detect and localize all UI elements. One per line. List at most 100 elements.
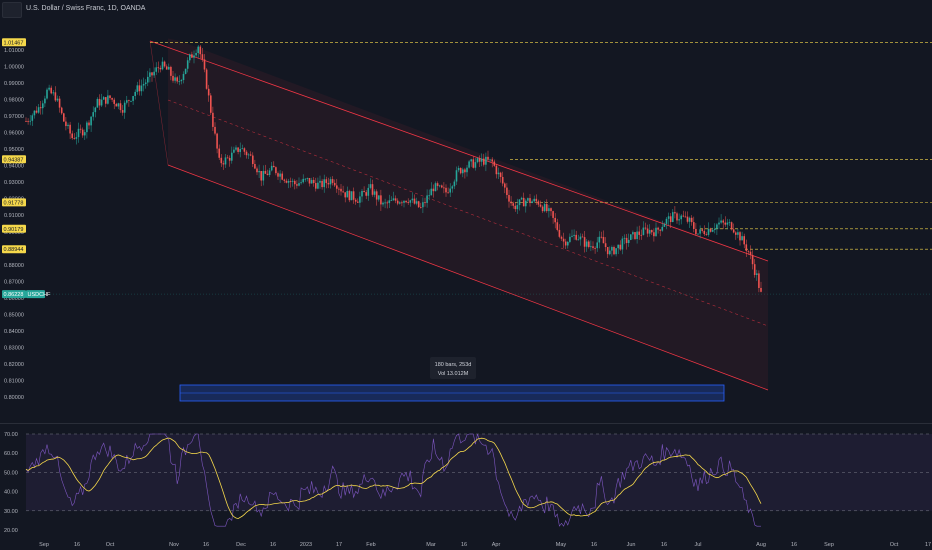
- candle-body: [113, 99, 115, 104]
- candle-body: [172, 75, 174, 81]
- candle-body: [25, 121, 27, 122]
- candle-body: [634, 232, 636, 239]
- candle-body: [312, 179, 315, 184]
- candle-body: [224, 157, 227, 165]
- candle-body: [231, 152, 233, 161]
- candle-body: [627, 239, 630, 244]
- candle-body: [464, 169, 466, 173]
- candle-body: [149, 72, 151, 77]
- x-tick-label: Sep: [39, 542, 49, 548]
- candle-body: [79, 128, 82, 130]
- candle-body: [384, 202, 386, 204]
- candle-body: [539, 204, 542, 207]
- candle-body: [180, 80, 183, 82]
- candle-body: [361, 190, 363, 197]
- candle-body: [478, 158, 481, 162]
- candle-body: [579, 236, 582, 240]
- candle-body: [663, 223, 666, 227]
- price-tick-label: 0.83000: [4, 345, 24, 351]
- candle-body: [529, 198, 531, 204]
- candle-body: [716, 224, 718, 229]
- candle-body: [378, 195, 380, 200]
- candle-body: [189, 54, 191, 61]
- candle-body: [258, 170, 260, 173]
- candle-body: [749, 251, 752, 256]
- candle-body: [541, 206, 544, 212]
- candle-body: [651, 230, 653, 233]
- candle-body: [747, 250, 750, 252]
- candle-body: [676, 213, 678, 221]
- candle-body: [333, 182, 336, 186]
- candle-body: [640, 234, 643, 236]
- candle-body: [58, 98, 61, 108]
- candle-body: [193, 55, 195, 58]
- candle-body: [163, 61, 166, 67]
- candle-body: [239, 149, 241, 152]
- candle-body: [294, 180, 296, 185]
- price-tick-label: 0.82000: [4, 362, 24, 368]
- candle-body: [161, 61, 164, 70]
- candle-body: [245, 151, 248, 156]
- candle-body: [758, 273, 760, 288]
- candle-body: [720, 220, 722, 223]
- price-tick-label: 0.93000: [4, 180, 24, 186]
- rsi-tick-label: 20.00: [4, 528, 18, 534]
- candle-body: [648, 230, 651, 234]
- candle-body: [65, 121, 67, 127]
- level-price-tag-label: 0.88944: [4, 247, 24, 253]
- candle-body: [753, 264, 756, 275]
- candle-body: [56, 98, 59, 101]
- candle-body: [573, 234, 575, 236]
- candle-body: [596, 242, 598, 249]
- candle-body: [562, 238, 565, 242]
- candle-body: [138, 85, 141, 92]
- candle-body: [46, 89, 48, 99]
- candle-body: [123, 102, 126, 113]
- level-price-tag: [2, 198, 26, 207]
- x-tick-label: 17: [336, 542, 342, 548]
- candle-body: [592, 246, 594, 249]
- candle-body: [281, 173, 283, 180]
- candle-body: [235, 147, 237, 150]
- candle-body: [611, 246, 613, 251]
- candle-body: [176, 77, 178, 82]
- candle-body: [287, 180, 290, 183]
- candle-body: [636, 231, 638, 239]
- candle-body: [178, 81, 181, 82]
- candle-body: [277, 173, 279, 177]
- candle-body: [117, 103, 120, 107]
- candle-body: [724, 222, 727, 225]
- candle-body: [67, 124, 69, 127]
- candle-body: [480, 158, 483, 162]
- candle-body: [382, 202, 384, 205]
- candle-body: [266, 173, 269, 175]
- candle-body: [711, 229, 714, 232]
- candle-body: [514, 205, 517, 210]
- candle-body: [554, 217, 556, 223]
- candle-body: [218, 148, 220, 158]
- candle-body: [275, 167, 277, 174]
- candle-body: [533, 198, 535, 202]
- candle-body: [344, 192, 346, 198]
- candle-body: [348, 190, 351, 201]
- candle-body: [445, 187, 447, 193]
- candle-body: [119, 103, 122, 111]
- candle-body: [430, 188, 433, 196]
- candle-body: [489, 159, 491, 161]
- candle-body: [73, 138, 76, 139]
- candle-body: [212, 112, 214, 127]
- candle-body: [638, 231, 640, 235]
- candle-body: [571, 235, 573, 237]
- candle-body: [493, 161, 496, 166]
- candle-body: [655, 227, 657, 237]
- x-tick-label: 16: [661, 542, 667, 548]
- candle-body: [606, 247, 609, 255]
- candle-body: [613, 246, 615, 255]
- candle-body: [291, 180, 294, 182]
- candle-body: [684, 216, 687, 218]
- candle-body: [707, 228, 710, 235]
- candle-body: [100, 99, 103, 106]
- candle-body: [703, 230, 706, 235]
- candle-body: [646, 228, 649, 234]
